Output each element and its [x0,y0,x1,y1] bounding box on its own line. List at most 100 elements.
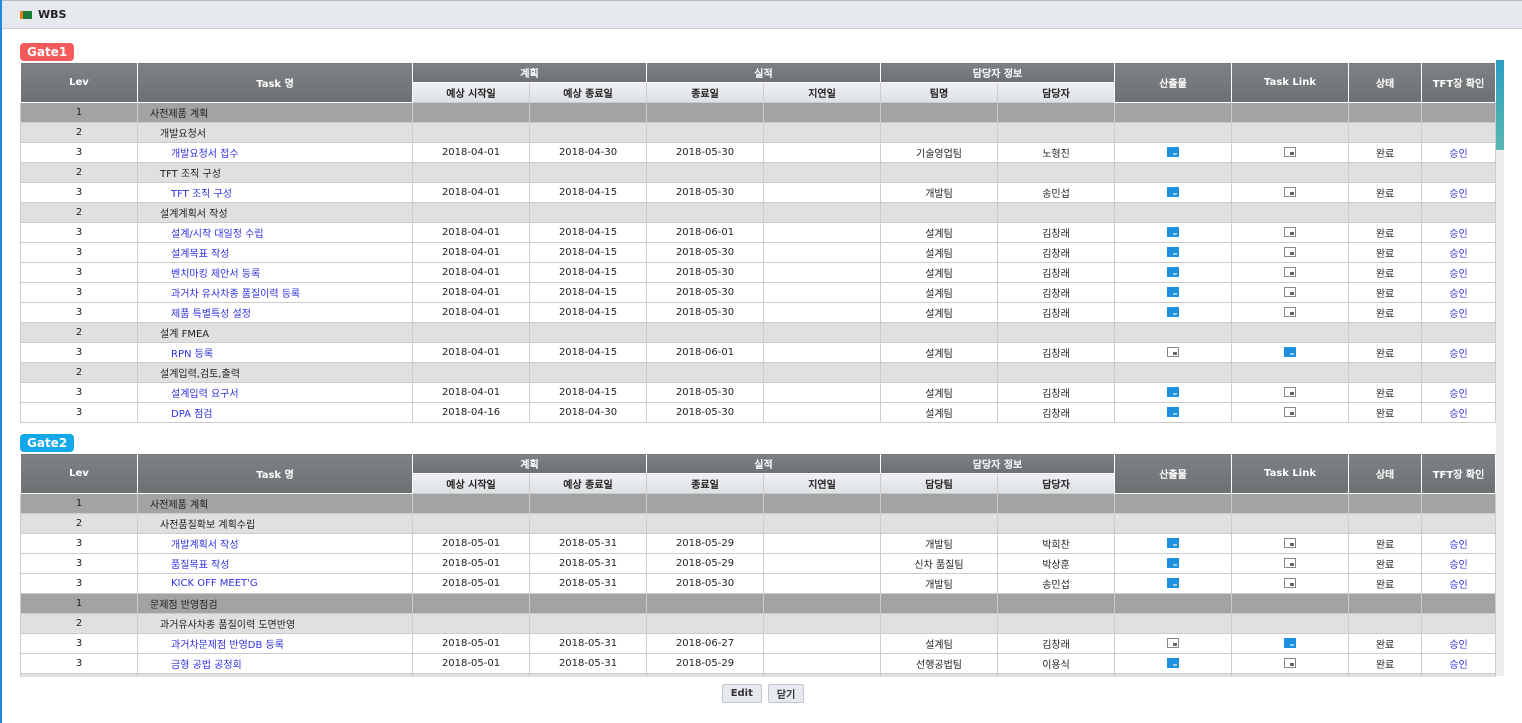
cell-team [880,202,998,223]
folder-empty-icon[interactable] [1167,638,1180,648]
cell-task[interactable]: 개발계획서 작성 [137,533,413,554]
folder-empty-icon[interactable] [1284,578,1297,588]
folder-empty-icon[interactable] [1284,658,1297,668]
cell-tft[interactable]: 승인 [1421,262,1497,283]
cell-tft[interactable]: 승인 [1421,302,1497,323]
folder-empty-icon[interactable] [1284,287,1297,297]
folder-filled-icon[interactable] [1167,247,1180,257]
cell-team: 설계팀 [880,222,998,243]
cell-lev: 2 [20,122,138,143]
folder-filled-icon[interactable] [1167,658,1180,668]
cell-status [1348,202,1423,223]
cell-tft[interactable]: 승인 [1421,382,1497,403]
cell-tft [1421,673,1497,677]
table-row: 1 문제점 반영점검 [20,593,1497,614]
table-row: 3 과거차 유사차종 품질이력 등록 2018-04-01 2018-04-15 201… [20,282,1497,303]
header-plan-end: 예상 종료일 [529,473,647,494]
folder-empty-icon[interactable] [1284,147,1297,157]
cell-actual-end [646,613,764,634]
cell-actual-end: 2018-05-30 [646,182,764,203]
folder-filled-icon[interactable] [1167,307,1180,317]
folder-empty-icon[interactable] [1284,227,1297,237]
header-owner-info: 담당자 정보 [879,62,1116,83]
cell-status [1348,322,1423,343]
folder-empty-icon[interactable] [1284,558,1297,568]
folder-filled-icon[interactable] [1167,407,1180,417]
cell-task[interactable]: 설계목표 작성 [137,242,413,263]
cell-plan-start: 2018-04-01 [412,302,530,323]
cell-task[interactable]: KICK OFF MEET'G [137,573,413,594]
cell-lev: 2 [20,362,138,383]
vertical-scrollbar[interactable] [1496,60,1504,676]
cell-status [1348,593,1423,614]
folder-filled-icon[interactable] [1167,538,1180,548]
folder-empty-icon[interactable] [1284,387,1297,397]
cell-lev: 1 [20,102,138,123]
folder-filled-icon[interactable] [1284,347,1297,357]
folder-empty-icon[interactable] [1284,187,1297,197]
cell-tft[interactable]: 승인 [1421,182,1497,203]
folder-empty-icon[interactable] [1284,538,1297,548]
cell-task[interactable]: 과거차 유사차종 품질이력 등록 [137,282,413,303]
close-button[interactable]: 닫기 [767,684,805,703]
cell-plan-start: 2018-05-01 [412,533,530,554]
wbs-scroll-area[interactable]: Gate1 Lev Task 명 계획 실적 담당자 정보 산출물 Task Link 상태 TF… [2,30,1504,677]
cell-task[interactable]: TFT 조직 구성 [137,182,413,203]
folder-filled-icon[interactable] [1167,267,1180,277]
cell-plan-end [529,613,647,634]
cell-status: 완료 [1348,533,1423,554]
cell-tft[interactable]: 승인 [1421,342,1497,363]
cell-tft[interactable]: 승인 [1421,533,1497,554]
folder-empty-icon[interactable] [1284,267,1297,277]
cell-status: 완료 [1348,302,1423,323]
folder-empty-icon[interactable] [1284,247,1297,257]
cell-task: 사전제품 계획 [137,102,413,123]
cell-tft[interactable]: 승인 [1421,553,1497,574]
cell-task[interactable]: 제품 특별특성 설정 [137,302,413,323]
cell-task[interactable]: 개발요청서 접수 [137,142,413,163]
folder-filled-icon[interactable] [1167,558,1180,568]
cell-actual-end: 2018-05-30 [646,302,764,323]
cell-tft[interactable]: 승인 [1421,142,1497,163]
table-row: 3 금형 공법 공청회 2018-05-01 2018-05-31 2018-05-29… [20,653,1497,674]
cell-task[interactable]: 설계/시작 대일정 수립 [137,222,413,243]
cell-tft[interactable]: 승인 [1421,633,1497,654]
cell-tft[interactable]: 승인 [1421,282,1497,303]
folder-filled-icon[interactable] [1167,578,1180,588]
folder-filled-icon[interactable] [1167,227,1180,237]
cell-tft[interactable]: 승인 [1421,242,1497,263]
cell-task[interactable]: 설계입력 요구서 [137,382,413,403]
header-actual: 실적 [646,453,881,474]
folder-filled-icon[interactable] [1167,147,1180,157]
cell-tft[interactable]: 승인 [1421,402,1497,423]
cell-link [1231,613,1350,634]
scrollbar-thumb[interactable] [1496,60,1504,150]
cell-tft[interactable]: 승인 [1421,573,1497,594]
cell-delay [763,633,881,654]
cell-tft [1421,102,1497,123]
folder-filled-icon[interactable] [1284,638,1297,648]
cell-status [1348,613,1423,634]
cell-owner: 김창래 [996,402,1116,423]
folder-empty-icon[interactable] [1167,347,1180,357]
cell-task[interactable]: 금형 공법 공청회 [137,653,413,674]
folder-empty-icon[interactable] [1284,307,1297,317]
cell-link [1231,142,1350,163]
cell-actual-end: 2018-05-30 [646,142,764,163]
header-actual-end: 종료일 [646,473,764,494]
cell-task[interactable]: DPA 점검 [137,402,413,423]
cell-task[interactable]: 과거차문제점 반영DB 등록 [137,633,413,654]
folder-empty-icon[interactable] [1284,407,1297,417]
cell-task[interactable]: RPN 등록 [137,342,413,363]
folder-filled-icon[interactable] [1167,187,1180,197]
cell-tft[interactable]: 승인 [1421,222,1497,243]
folder-filled-icon[interactable] [1167,287,1180,297]
cell-owner [996,202,1116,223]
cell-link [1231,262,1350,283]
edit-button[interactable]: Edit [721,684,762,703]
folder-filled-icon[interactable] [1167,387,1180,397]
cell-tft[interactable]: 승인 [1421,653,1497,674]
cell-delay [763,553,881,574]
cell-task[interactable]: 품질목표 작성 [137,553,413,574]
cell-task[interactable]: 벤치마킹 제안서 등록 [137,262,413,283]
